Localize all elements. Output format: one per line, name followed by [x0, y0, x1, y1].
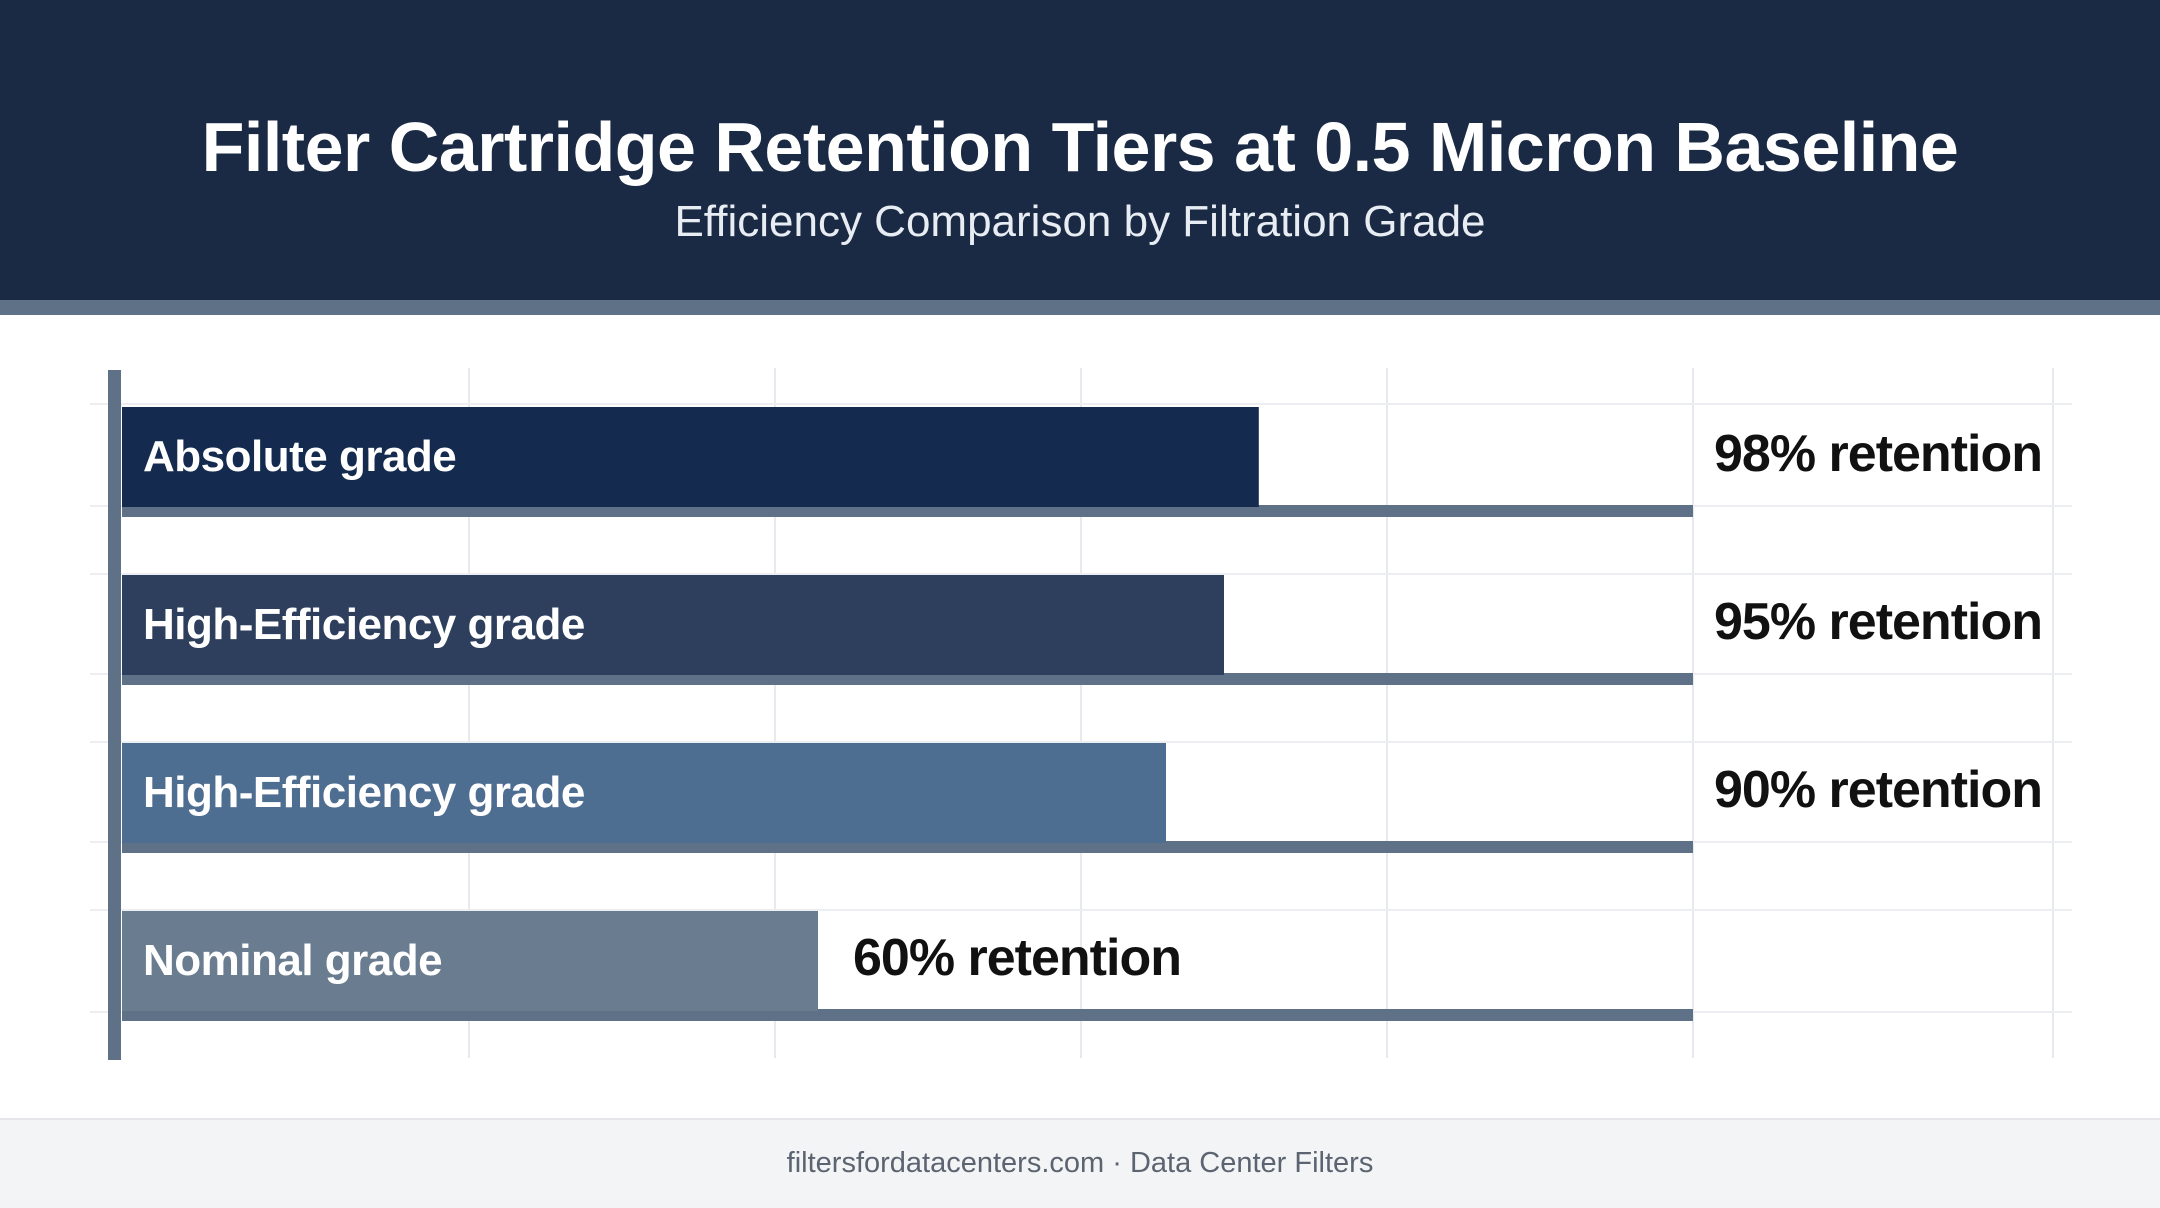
bar-chart: Absolute grade 98% retention High-Efficien… [90, 368, 2072, 1060]
bar-track [122, 673, 1693, 685]
bar-category-label: Nominal grade [143, 936, 442, 985]
bar-tracks [122, 505, 1693, 1021]
bar-track [122, 505, 1693, 517]
bar-value-label: 95% retention [1714, 593, 2042, 651]
header-divider [0, 300, 2160, 315]
bar [122, 743, 1166, 843]
bar-value-label: 90% retention [1714, 761, 2042, 819]
footer-credit: filtersfordatacenters.com · Data Center … [786, 1147, 1374, 1179]
footer-band [0, 1118, 2160, 1208]
header-band [0, 0, 2160, 300]
chart-subtitle: Efficiency Comparison by Filtration Grad… [674, 197, 1486, 246]
bar-category-label: Absolute grade [143, 432, 456, 481]
chart-title: Filter Cartridge Retention Tiers at 0.5 … [201, 108, 1959, 186]
bars [122, 407, 1259, 1011]
bar-value-label: 60% retention [853, 929, 1181, 987]
y-axis-line [108, 370, 121, 1060]
bar [122, 911, 818, 1011]
bar-track [122, 1009, 1693, 1021]
bar [122, 575, 1224, 675]
bar-labels: Absolute grade 98% retention High-Efficien… [143, 425, 2043, 987]
bar-track [122, 841, 1693, 853]
bar-category-label: High-Efficiency grade [143, 600, 585, 649]
bar-category-label: High-Efficiency grade [143, 768, 585, 817]
bar [122, 407, 1259, 507]
bar-value-label: 98% retention [1714, 425, 2042, 483]
